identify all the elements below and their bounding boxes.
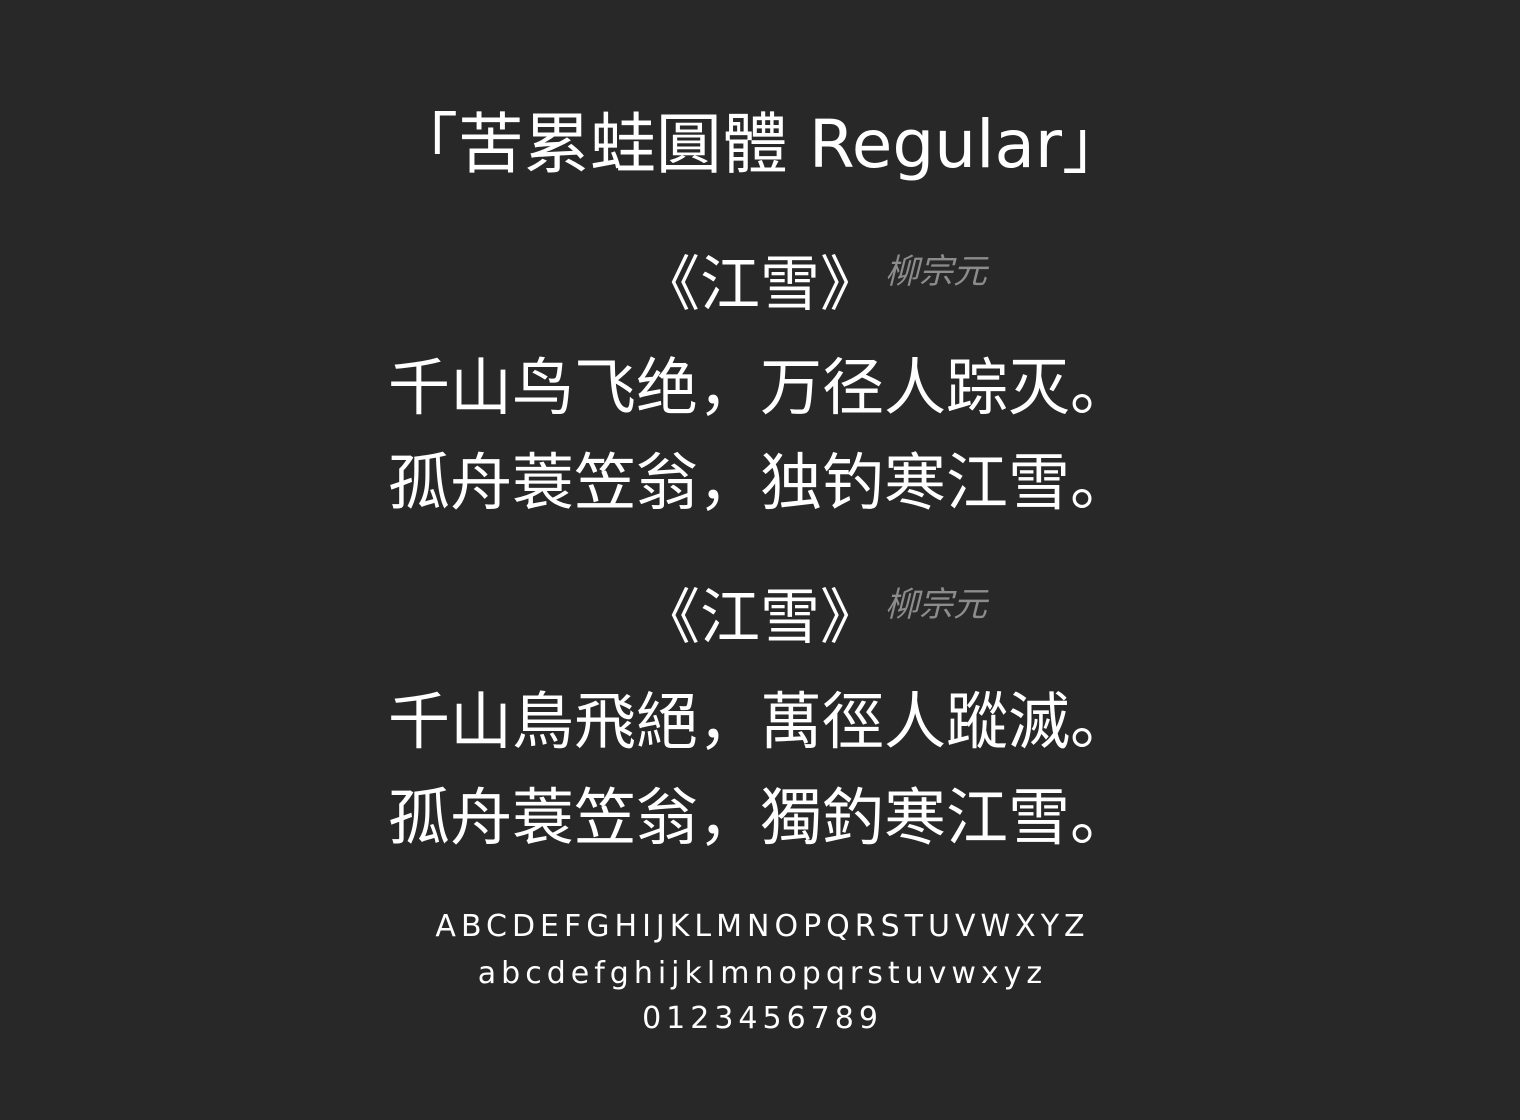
poem-line: 千山鸟飞绝，万径人踪灭。 <box>387 351 1132 424</box>
digit-set: 0123456789 <box>642 1001 883 1036</box>
poem-line: 孤舟蓑笠翁，独钓寒江雪。 <box>387 446 1132 519</box>
poem-heading: 《江雪》 柳宗元 <box>0 254 1520 316</box>
poem-line: 孤舟蓑笠翁，獨釣寒江雪。 <box>387 781 1132 854</box>
poem-heading: 《江雪》 柳宗元 <box>0 587 1520 649</box>
uppercase-alphabet: ABCDEFGHIJKLMNOPQRSTUVWXYZ <box>435 909 1090 944</box>
lowercase-alphabet: abcdefghijklmnopqrstuvwxyz <box>477 956 1048 991</box>
poem-author: 柳宗元 <box>885 252 987 292</box>
font-title: 「苦累蛙圓體 Regular」 <box>391 106 1129 183</box>
poem-title: 《江雪》 <box>640 583 880 653</box>
poem-line: 千山鳥飛絕，萬徑人蹤滅。 <box>387 685 1132 758</box>
poem-title: 《江雪》 <box>640 250 880 320</box>
poem-author: 柳宗元 <box>885 585 987 625</box>
